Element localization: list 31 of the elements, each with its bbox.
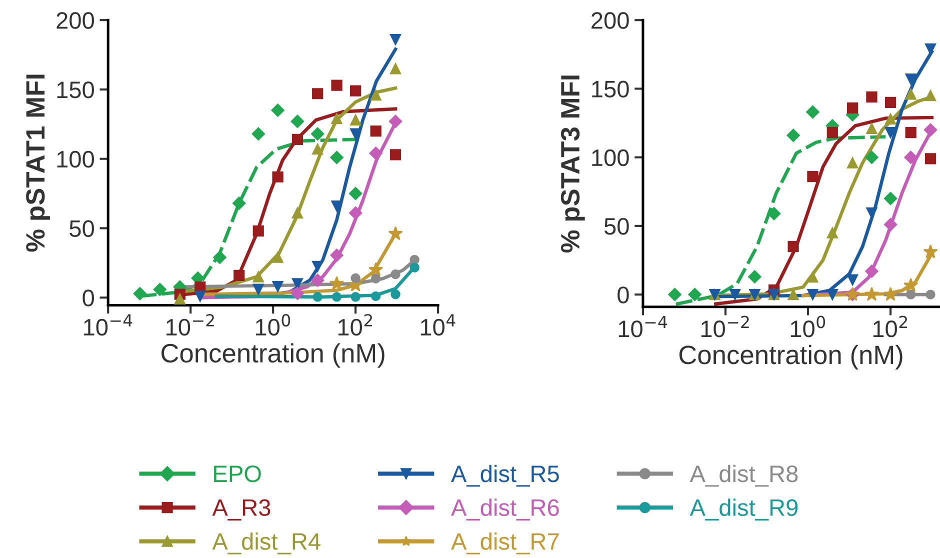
x-tick-label: 10$^{0}$ (790, 316, 826, 338)
x-tick-label: 10$^{−2}$ (701, 316, 749, 338)
y-tick-label: 0 (82, 290, 94, 306)
x-tick-label: 10$^{0}$ (256, 314, 290, 336)
y-tick-label: 100 (592, 149, 629, 166)
y-tick-label: 150 (57, 82, 94, 98)
legend-label: A_dist_R4 (212, 532, 320, 554)
x-tick-label: 10$^{4}$ (420, 314, 456, 336)
legend-label: A_dist_R9 (690, 498, 798, 520)
x-tick-label: 10$^{−4}$ (84, 314, 132, 336)
x-tick-label: 10$^{2}$ (338, 314, 372, 336)
legend-label: A_dist_R7 (451, 532, 559, 554)
x-tick-label: 10$^{−2}$ (166, 314, 214, 336)
y-tick-label: 200 (592, 12, 629, 29)
y-tick-label: 100 (57, 150, 94, 168)
y-tick-label: 200 (56, 12, 94, 29)
y-tick-label: 150 (592, 80, 629, 98)
y-tick-label: 50 (70, 220, 94, 238)
legend-label: A_dist_R8 (690, 464, 798, 487)
y-tick-label: 50 (604, 218, 629, 235)
legend-label: EPO (214, 465, 261, 482)
x-tick-label: 10$^{−4}$ (618, 316, 668, 338)
legend-label: A_R3 (212, 499, 270, 520)
legend-label: A_dist_R5 (451, 464, 559, 487)
y-tick-label: 0 (618, 286, 629, 304)
x-tick-label: 10$^{2}$ (873, 316, 907, 338)
x-axis-title: Concentration (nM) (679, 344, 902, 370)
x-axis-title: Concentration (nM) (161, 343, 384, 368)
y-axis-title: % pSTAT1 MFI (26, 74, 50, 252)
y-axis-title: % pSTAT3 MFI (560, 76, 585, 253)
legend-label: A_dist_R6 (451, 498, 559, 520)
